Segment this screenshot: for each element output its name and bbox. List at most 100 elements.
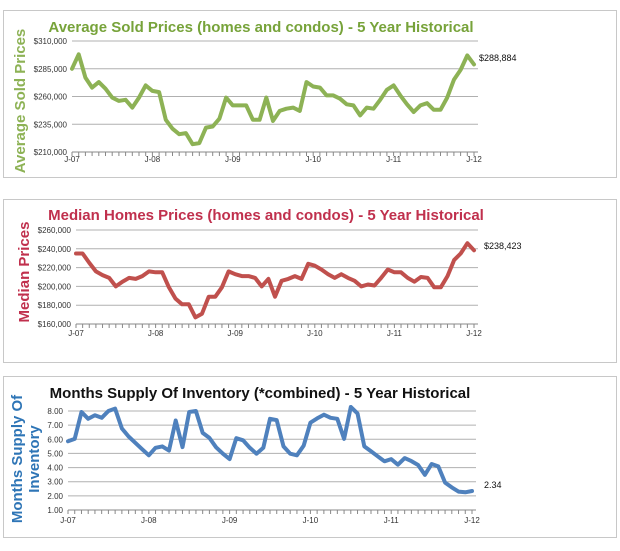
data-point — [234, 273, 236, 275]
data-point — [343, 438, 345, 440]
data-point — [84, 77, 86, 79]
data-point — [309, 422, 311, 424]
data-point — [135, 278, 137, 280]
x-tick-label: J-07 — [68, 329, 84, 338]
data-point — [161, 445, 163, 447]
y-tick-label: 2.00 — [47, 492, 63, 501]
data-point — [346, 103, 348, 105]
x-tick-label: J-10 — [305, 155, 321, 164]
data-point — [334, 277, 336, 279]
data-point — [148, 454, 150, 456]
data-point — [393, 271, 395, 273]
x-tick-label: J-09 — [225, 155, 241, 164]
data-point — [427, 277, 429, 279]
data-point — [473, 249, 475, 251]
data-point — [215, 446, 217, 448]
data-point — [239, 104, 240, 106]
data-point — [330, 417, 332, 419]
data-point — [354, 280, 356, 282]
data-point — [397, 464, 399, 466]
data-point — [87, 418, 89, 420]
months-supply-svg: Months Supply Of Inventory (*combined) -… — [9, 385, 502, 525]
y-tick-label: $160,000 — [38, 320, 72, 329]
data-point — [426, 102, 428, 104]
data-point — [67, 440, 69, 442]
axes: $160,000 $180,000 $200,000 $220,000 $240,000… — [38, 226, 483, 338]
data-point — [374, 284, 375, 286]
y-tick-label: $260,000 — [34, 93, 68, 102]
data-point — [413, 111, 415, 113]
data-point — [406, 103, 408, 105]
data-point — [285, 108, 287, 110]
data-point — [181, 446, 183, 448]
data-point — [121, 428, 123, 430]
data-point — [327, 273, 329, 275]
data-point — [115, 285, 117, 287]
y-tick-label: $235,000 — [34, 120, 68, 129]
data-point — [114, 408, 116, 410]
data-point — [347, 277, 349, 279]
y-tick-label: $310,000 — [34, 37, 68, 46]
data-point — [282, 445, 284, 447]
data-point — [131, 107, 133, 109]
x-tick-label: J-08 — [145, 155, 161, 164]
data-point — [185, 132, 187, 134]
chart-title: Average Sold Prices (homes and condos) -… — [48, 19, 473, 36]
data-point — [247, 275, 249, 277]
x-tick-label: J-11 — [386, 155, 402, 164]
data-point — [272, 120, 274, 122]
data-point — [165, 119, 167, 121]
data-point — [102, 274, 104, 276]
data-point — [287, 278, 289, 280]
data-point — [98, 81, 100, 83]
x-tick-label: J-08 — [141, 516, 157, 525]
data-point — [218, 118, 220, 120]
data-point — [380, 277, 382, 279]
data-point — [228, 270, 230, 272]
data-point — [141, 448, 143, 450]
data-point — [444, 482, 446, 484]
data-point — [340, 273, 342, 275]
data-point — [265, 97, 267, 99]
data-point — [201, 313, 203, 315]
months-supply-chart: Months Supply Of Inventory (*combined) -… — [3, 376, 617, 538]
y-tick-label: 5.00 — [47, 449, 63, 458]
y-tick-label: $180,000 — [38, 301, 72, 310]
data-point — [101, 417, 103, 419]
data-point — [82, 253, 84, 254]
data-point — [473, 63, 475, 65]
data-point — [306, 81, 307, 83]
data-point — [232, 104, 234, 106]
series-line — [70, 52, 476, 147]
data-point — [323, 414, 325, 416]
data-point — [194, 316, 196, 318]
data-point — [399, 94, 401, 96]
data-point — [80, 411, 82, 413]
data-point — [181, 303, 183, 305]
data-point — [299, 110, 301, 112]
data-point — [357, 412, 359, 414]
x-tick-label: J-09 — [222, 516, 238, 525]
data-point — [466, 54, 468, 56]
data-point — [420, 276, 422, 278]
data-point — [75, 253, 77, 254]
chart-title: Months Supply Of Inventory (*combined) -… — [50, 385, 471, 402]
average-sold-prices-chart: Average Sold Prices (homes and condos) -… — [3, 10, 617, 178]
data-point — [320, 268, 322, 270]
data-point — [188, 303, 190, 305]
y-tick-label: 4.00 — [47, 464, 63, 473]
data-point — [141, 275, 143, 277]
data-point — [256, 453, 258, 455]
data-point — [78, 53, 80, 55]
data-point — [366, 107, 368, 109]
y-axis-title: Median Prices — [16, 222, 33, 323]
data-point — [195, 410, 197, 412]
data-point — [269, 418, 271, 420]
data-point — [128, 435, 130, 437]
data-point — [94, 414, 96, 416]
data-point — [336, 418, 338, 420]
data-point — [319, 87, 321, 89]
data-point — [332, 94, 334, 96]
series-line — [74, 241, 476, 320]
data-point — [359, 114, 361, 116]
